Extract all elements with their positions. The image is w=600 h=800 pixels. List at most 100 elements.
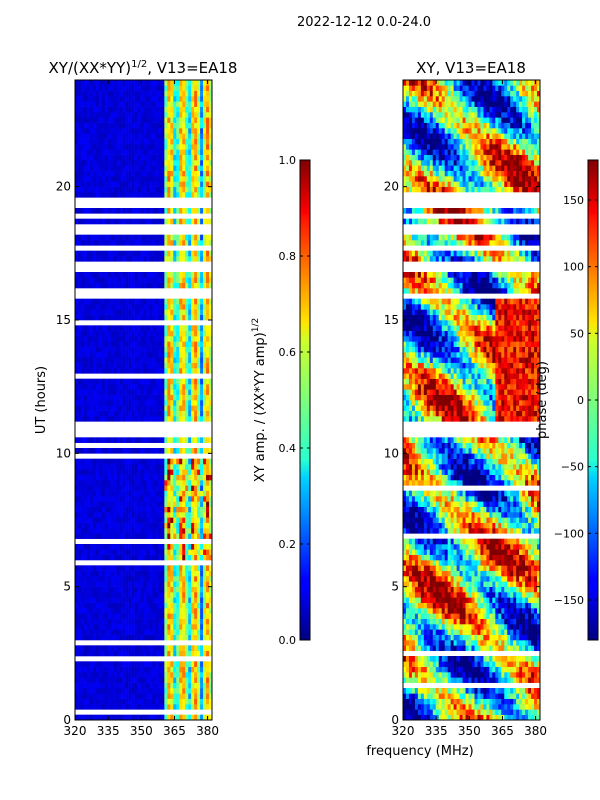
heatmap-cell	[75, 272, 79, 278]
heatmap-cell	[474, 714, 478, 720]
heatmap-cell	[101, 693, 106, 699]
heatmap-cell	[122, 474, 126, 481]
heatmap-cell	[200, 186, 204, 193]
heatmap-cell	[209, 389, 212, 395]
heatmap-cell	[161, 501, 165, 507]
heatmap-cell	[405, 704, 410, 710]
heatmap-cell	[128, 698, 132, 705]
heatmap-cell	[203, 506, 207, 513]
heatmap-cell	[194, 336, 198, 342]
heatmap-cell	[191, 133, 195, 139]
heatmap-cell	[131, 512, 135, 518]
heatmap-cell	[122, 613, 126, 619]
heatmap-cell	[528, 677, 532, 683]
heatmap-cell	[95, 298, 100, 305]
heatmap-cell	[179, 314, 183, 321]
heatmap-cell	[167, 544, 171, 550]
heatmap-cell	[86, 234, 91, 241]
heatmap-cell	[197, 592, 201, 598]
heatmap-cell	[164, 149, 168, 155]
heatmap-cell	[75, 362, 79, 369]
heatmap-cell	[179, 133, 183, 139]
heatmap-cell	[98, 138, 103, 145]
heatmap-cell	[462, 677, 466, 683]
heatmap-cell	[107, 634, 112, 641]
heatmap-cell	[95, 416, 100, 422]
heatmap-cell	[143, 234, 147, 241]
heatmap-cell	[405, 698, 410, 705]
heatmap-cell	[167, 250, 171, 257]
heatmap-cell	[134, 336, 138, 342]
heatmap-cell	[95, 117, 100, 123]
heatmap-cell	[528, 698, 532, 705]
heatmap-cell	[158, 378, 162, 385]
heatmap-cell	[83, 80, 88, 86]
heatmap-cell	[95, 192, 100, 198]
heatmap-cell	[182, 400, 186, 406]
heatmap-cell	[86, 629, 91, 635]
heatmap-cell	[537, 688, 540, 694]
heatmap-cell	[185, 277, 189, 283]
heatmap-cell	[426, 693, 431, 699]
heatmap-cell	[185, 464, 189, 470]
heatmap-cell	[98, 698, 103, 705]
heatmap-cell	[122, 101, 126, 107]
heatmap-cell	[83, 570, 88, 577]
heatmap-cell	[143, 517, 147, 523]
heatmap-cell	[128, 650, 132, 657]
heatmap-cell	[137, 277, 141, 283]
colorbar-tick-label: 0.8	[279, 250, 297, 263]
heatmap-cell	[107, 362, 112, 369]
heatmap-cell	[146, 160, 150, 166]
heatmap-cell	[134, 389, 138, 395]
heatmap-cell	[522, 666, 526, 673]
heatmap-cell	[98, 357, 103, 363]
heatmap-cell	[197, 693, 201, 699]
heatmap-cell	[92, 117, 97, 123]
heatmap-cell	[137, 570, 141, 577]
heatmap-cell	[185, 410, 189, 417]
heatmap-cell	[429, 693, 434, 699]
heatmap-cell	[188, 661, 192, 667]
heatmap-cell	[176, 629, 180, 635]
heatmap-cell	[510, 698, 514, 705]
heatmap-cell	[134, 554, 138, 561]
heatmap-cell	[188, 341, 192, 347]
heatmap-cell	[504, 693, 508, 699]
heatmap-cell	[182, 272, 186, 278]
heatmap-cell	[125, 282, 129, 289]
heatmap-cell	[137, 650, 141, 657]
heatmap-cell	[167, 144, 171, 150]
heatmap-cell	[116, 677, 120, 683]
heatmap-cell	[110, 533, 115, 539]
heatmap-cell	[182, 277, 186, 283]
heatmap-cell	[104, 96, 109, 102]
heatmap-cell	[185, 522, 189, 529]
heatmap-cell	[95, 704, 100, 710]
heatmap-cell	[510, 666, 514, 673]
heatmap-cell	[116, 549, 120, 555]
heatmap-cell	[191, 528, 195, 534]
heatmap-cell	[92, 80, 97, 86]
heatmap-cell	[89, 325, 94, 331]
heatmap-cell	[155, 528, 159, 534]
heatmap-cell	[95, 208, 100, 214]
heatmap-cell	[176, 554, 180, 561]
heatmap-cell	[179, 384, 183, 390]
heatmap-cell	[179, 714, 183, 720]
heatmap-cell	[182, 698, 186, 705]
heatmap-cell	[185, 677, 189, 683]
heatmap-cell	[152, 586, 156, 593]
heatmap-cell	[89, 672, 94, 678]
heatmap-cell	[116, 469, 120, 475]
heatmap-cell	[149, 602, 153, 609]
heatmap-cell	[77, 512, 82, 518]
heatmap-cell	[182, 149, 186, 155]
heatmap-cell	[77, 336, 82, 342]
heatmap-cell	[122, 85, 126, 91]
heatmap-cell	[110, 234, 115, 241]
heatmap-cell	[531, 672, 535, 678]
heatmap-cell	[191, 565, 195, 571]
heatmap-cell	[95, 341, 100, 347]
heatmap-cell	[173, 624, 177, 630]
